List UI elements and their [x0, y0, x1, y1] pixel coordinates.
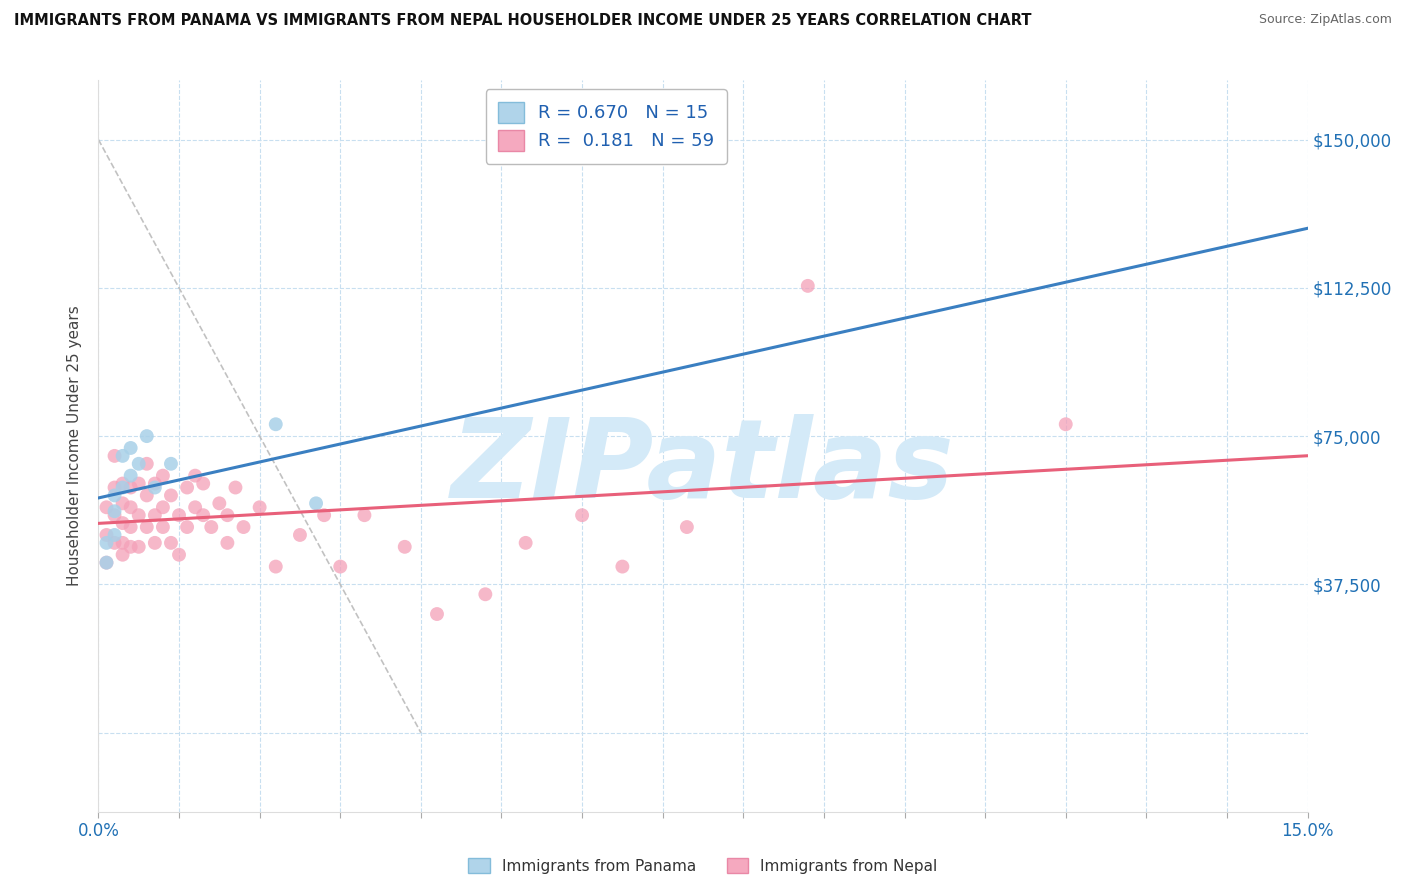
Point: [353, 508, 375, 523]
Legend: R = 0.670   N = 15, R =  0.181   N = 59: R = 0.670 N = 15, R = 0.181 N = 59: [485, 89, 727, 163]
Text: IMMIGRANTS FROM PANAMA VS IMMIGRANTS FROM NEPAL HOUSEHOLDER INCOME UNDER 25 YEAR: IMMIGRANTS FROM PANAMA VS IMMIGRANTS FRO…: [14, 13, 1032, 29]
Point: [96, 500, 118, 515]
Point: [143, 508, 166, 523]
Point: [288, 528, 311, 542]
Point: [232, 520, 254, 534]
Point: [184, 500, 207, 515]
Point: [167, 508, 190, 523]
Point: [797, 278, 820, 293]
Point: [120, 520, 142, 534]
Point: [676, 520, 699, 534]
Point: [103, 488, 125, 502]
Point: [103, 504, 125, 518]
Point: [135, 429, 157, 443]
Legend: Immigrants from Panama, Immigrants from Nepal: Immigrants from Panama, Immigrants from …: [463, 852, 943, 880]
Point: [224, 481, 246, 495]
Text: Source: ZipAtlas.com: Source: ZipAtlas.com: [1258, 13, 1392, 27]
Point: [329, 559, 352, 574]
Point: [135, 488, 157, 502]
Point: [160, 488, 183, 502]
Point: [217, 508, 239, 523]
Point: [305, 496, 328, 510]
Point: [128, 540, 150, 554]
Point: [426, 607, 449, 621]
Point: [152, 520, 174, 534]
Point: [176, 520, 198, 534]
Text: ZIPatlas: ZIPatlas: [451, 415, 955, 522]
Point: [314, 508, 336, 523]
Point: [120, 481, 142, 495]
Point: [394, 540, 416, 554]
Point: [103, 481, 125, 495]
Point: [160, 457, 183, 471]
Point: [184, 468, 207, 483]
Point: [571, 508, 593, 523]
Point: [143, 536, 166, 550]
Point: [111, 496, 134, 510]
Point: [96, 556, 118, 570]
Point: [474, 587, 496, 601]
Point: [103, 536, 125, 550]
Point: [120, 500, 142, 515]
Y-axis label: Householder Income Under 25 years: Householder Income Under 25 years: [67, 306, 83, 586]
Point: [103, 528, 125, 542]
Point: [200, 520, 222, 534]
Point: [111, 476, 134, 491]
Point: [96, 528, 118, 542]
Point: [143, 481, 166, 495]
Point: [143, 476, 166, 491]
Point: [217, 536, 239, 550]
Point: [167, 548, 190, 562]
Point: [96, 536, 118, 550]
Point: [111, 481, 134, 495]
Point: [264, 417, 287, 432]
Point: [264, 559, 287, 574]
Point: [176, 481, 198, 495]
Point: [160, 536, 183, 550]
Point: [120, 540, 142, 554]
Point: [120, 468, 142, 483]
Point: [1054, 417, 1077, 432]
Point: [128, 508, 150, 523]
Point: [135, 457, 157, 471]
Point: [111, 449, 134, 463]
Point: [515, 536, 537, 550]
Point: [612, 559, 634, 574]
Point: [135, 520, 157, 534]
Point: [120, 441, 142, 455]
Point: [208, 496, 231, 510]
Point: [193, 508, 215, 523]
Point: [193, 476, 215, 491]
Point: [111, 548, 134, 562]
Point: [128, 476, 150, 491]
Point: [128, 457, 150, 471]
Point: [111, 516, 134, 530]
Point: [152, 468, 174, 483]
Point: [103, 449, 125, 463]
Point: [103, 508, 125, 523]
Point: [96, 556, 118, 570]
Point: [152, 500, 174, 515]
Point: [111, 536, 134, 550]
Point: [249, 500, 271, 515]
